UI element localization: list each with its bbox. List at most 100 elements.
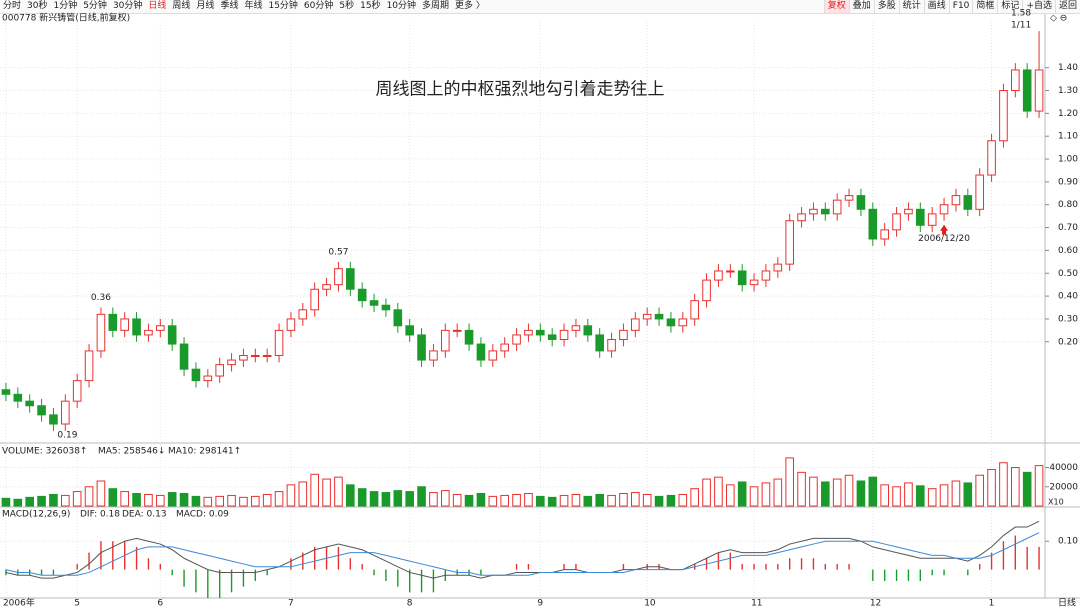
toolbar-button[interactable]: F10	[948, 0, 973, 13]
volume-bar	[417, 486, 426, 507]
candle-body	[737, 270, 747, 286]
volume-bar	[405, 491, 414, 507]
toolbar-button[interactable]: +自选	[1022, 0, 1055, 13]
candle-body	[381, 304, 391, 311]
toolbar-button[interactable]: 10分钟	[386, 1, 417, 11]
volume-bar	[476, 493, 486, 507]
volume-bar	[429, 492, 438, 507]
candle-body	[286, 318, 296, 331]
toolbar-button[interactable]: 分时	[3, 1, 22, 11]
candle-body	[916, 208, 925, 226]
x-tick-label: 7	[288, 599, 294, 608]
x-tick-label: 8	[407, 599, 413, 608]
toolbar-button[interactable]: 多股	[873, 0, 899, 13]
candle-body	[1011, 69, 1020, 92]
candle-body	[429, 350, 438, 361]
toolbar-button[interactable]: 更多 〉	[455, 1, 485, 11]
toolbar-button[interactable]: 15秒	[360, 1, 381, 11]
annotation: 1.58	[1011, 9, 1031, 19]
toolbar-button[interactable]: 1分钟	[53, 1, 78, 11]
volume-bar	[334, 476, 343, 507]
x-tick-label: 5	[74, 599, 80, 608]
volume-bar	[773, 478, 783, 507]
toolbar-button[interactable]: 周线	[172, 1, 191, 11]
candle-body	[607, 338, 616, 352]
annotation: 0.19	[57, 430, 77, 440]
candle-body	[500, 343, 509, 352]
toolbar-button[interactable]: 月线	[196, 1, 215, 11]
candle-body	[785, 220, 794, 265]
volume-bar	[1022, 471, 1032, 507]
x-tick-label: 10	[644, 599, 656, 608]
candle-body	[357, 288, 367, 302]
volume-bar	[203, 496, 213, 507]
toolbar-button[interactable]: 标记	[997, 0, 1022, 13]
volume-bar	[441, 490, 450, 507]
volume-bar	[797, 471, 806, 507]
toolbar-button[interactable]: 日线	[148, 1, 167, 11]
candle-body	[13, 393, 23, 402]
toolbar-button[interactable]: 多周期	[422, 1, 450, 11]
toolbar-button[interactable]: 5秒	[339, 1, 355, 11]
y-tick-label: 1.00	[1058, 155, 1078, 165]
y-tick-label: 1.10	[1058, 132, 1078, 142]
candle-body	[999, 90, 1008, 142]
volume-bar	[821, 481, 830, 507]
toolbar-button[interactable]: 简框	[972, 0, 997, 13]
candle-body	[690, 300, 699, 320]
x-tick-label: 11	[751, 599, 762, 608]
volume-bar	[1034, 465, 1044, 507]
candle-body	[369, 300, 379, 306]
candle-body	[571, 325, 581, 331]
legend-text: MA10: 298141↑	[168, 447, 241, 457]
toolbar-button[interactable]: 30秒	[27, 1, 48, 11]
candle-body	[821, 208, 830, 215]
toolbar-button[interactable]: 60分钟	[303, 1, 334, 11]
candle-body	[975, 174, 984, 210]
volume-bar	[726, 484, 735, 507]
volume-bar	[239, 496, 248, 507]
volume-bar	[737, 481, 747, 507]
candle-body	[120, 318, 129, 331]
toolbar-button[interactable]: 复权	[823, 0, 849, 13]
toolbar-button[interactable]: 统计	[898, 0, 924, 13]
x-tick-label: 2006年	[3, 597, 35, 608]
volume-bar	[13, 498, 23, 507]
candle-body	[832, 199, 842, 215]
candle-body	[464, 329, 474, 345]
volume-bar	[500, 494, 509, 507]
y-tick-label: 1.30	[1058, 86, 1078, 96]
y-tick-label: 40000	[1049, 463, 1078, 473]
candle-body	[749, 279, 759, 286]
y-tick-label: 0.10	[1058, 537, 1078, 547]
legend-text: DEA: 0.13	[122, 510, 167, 520]
y-tick-label: 0.50	[1058, 269, 1078, 279]
volume-bar	[987, 468, 996, 507]
annotation: 0.57	[328, 247, 348, 257]
candle-body	[96, 313, 106, 352]
volume-bar	[785, 457, 794, 507]
toolbar-button[interactable]: 叠加	[848, 0, 874, 13]
icons[interactable]: ◇ ⊖	[1050, 14, 1067, 24]
candle-body	[583, 325, 593, 336]
toolbar-button[interactable]: 季线	[220, 1, 239, 11]
toolbar-button[interactable]: 15分钟	[268, 1, 298, 11]
volume-bar	[832, 478, 842, 507]
toolbar-button[interactable]: 年线	[244, 1, 263, 11]
toolbar-button[interactable]: 5分钟	[83, 1, 107, 11]
candle-body	[963, 195, 973, 210]
toolbar-button[interactable]: 画线	[923, 0, 949, 13]
macd-line	[5, 520, 1040, 579]
legend-text: DIF: 0.18	[80, 510, 120, 520]
candle-body	[215, 364, 224, 377]
volume-bar	[512, 493, 521, 507]
volume-bar	[892, 486, 901, 507]
toolbar-button[interactable]: 30分钟	[112, 1, 143, 11]
annotation: 2006/12/20	[918, 234, 970, 244]
volume-bar	[749, 486, 759, 507]
volume-bar	[156, 494, 165, 507]
toolbar-button[interactable]: 返回	[1054, 0, 1080, 13]
volume-bar	[524, 493, 533, 507]
candle-body	[678, 318, 688, 327]
